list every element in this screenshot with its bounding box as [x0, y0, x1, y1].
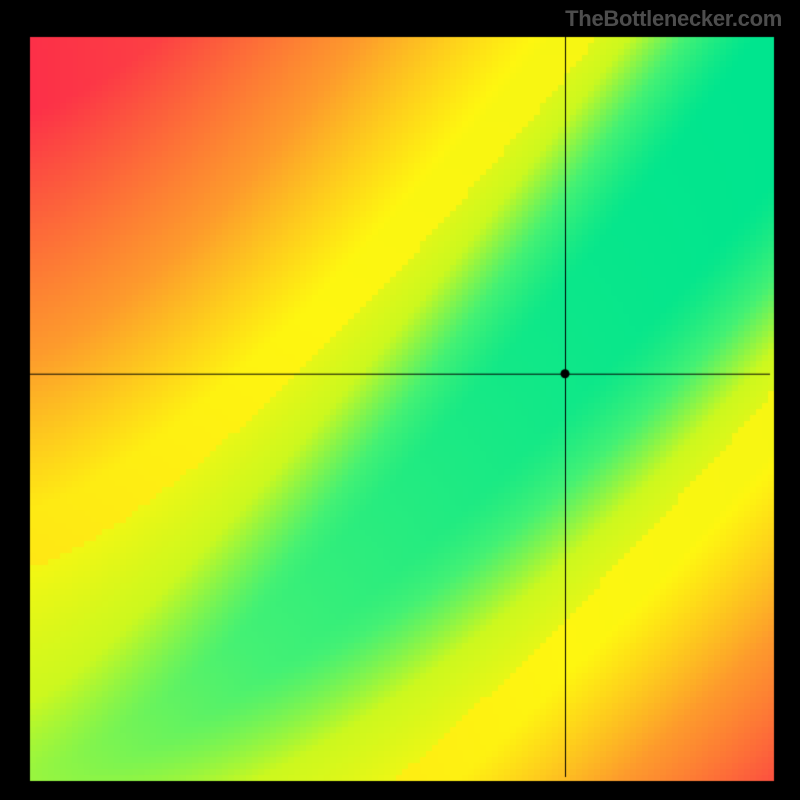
attribution-text: TheBottlenecker.com: [565, 6, 782, 32]
bottleneck-heatmap: [0, 0, 800, 800]
